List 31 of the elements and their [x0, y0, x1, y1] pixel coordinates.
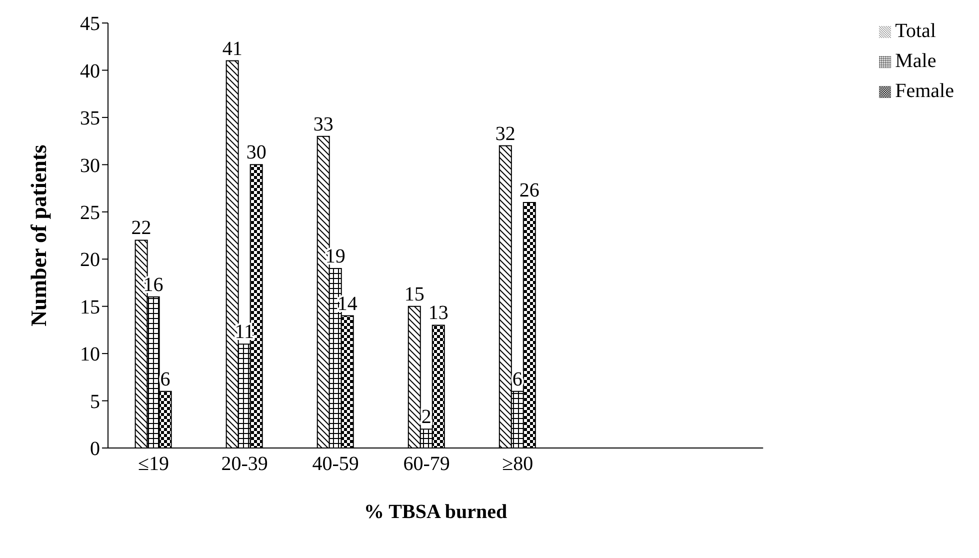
data-label: 33 [313, 113, 334, 136]
x-tick-label: 60-79 [403, 453, 450, 476]
data-label: 6 [160, 368, 170, 390]
x-tick-label: 40-59 [312, 453, 359, 476]
y-tick-label: 0 [90, 438, 100, 460]
y-tick-label: 45 [80, 13, 100, 36]
y-tick-label: 40 [80, 60, 100, 82]
y-axis-title: Number of patients [26, 144, 51, 326]
data-label: 2 [421, 406, 432, 428]
y-tick-label: 15 [80, 296, 100, 318]
y-tick-label: 25 [80, 202, 100, 224]
x-tick-label: ≤19 [138, 453, 170, 476]
x-tick-label: ≥80 [502, 453, 534, 476]
data-label: 26 [519, 179, 540, 202]
data-label: 22 [131, 217, 152, 240]
x-axis-title: % TBSA burned [364, 501, 508, 523]
data-label: 30 [246, 142, 266, 164]
legend-label: Total [895, 20, 936, 42]
data-label: 32 [495, 122, 516, 145]
data-label: 6 [512, 368, 522, 390]
data-label: 13 [428, 302, 448, 324]
legend-label: Male [895, 50, 936, 72]
y-tick-label: 20 [80, 249, 100, 272]
data-label: 41 [222, 38, 242, 60]
y-tick-label: 10 [80, 344, 100, 366]
y-tick-label: 5 [90, 390, 100, 413]
y-tick-label: 35 [80, 108, 100, 130]
legend-label: Female [895, 80, 954, 102]
x-tick-label: 20-39 [221, 453, 268, 476]
data-label: 15 [404, 283, 424, 306]
y-tick-label: 30 [80, 154, 100, 177]
